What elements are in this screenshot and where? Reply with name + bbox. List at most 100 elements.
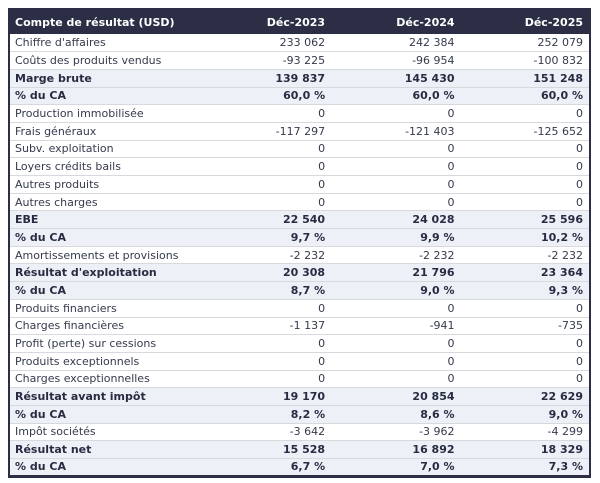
- row-value: -3 962: [331, 423, 461, 442]
- row-value: 24 028: [331, 210, 461, 230]
- table-row: Chiffre d'affaires 233 062 242 384 252 079: [9, 34, 590, 53]
- row-value: 0: [460, 370, 590, 389]
- row-label: % du CA: [9, 87, 202, 106]
- table-row: Amortissements et provisions -2 232 -2 232…: [9, 246, 590, 265]
- table-row: % du CA 6,7 % 7,0 % 7,3 %: [9, 458, 590, 477]
- row-value: 0: [331, 352, 461, 371]
- row-value: 7,3 %: [460, 458, 590, 477]
- row-value: 9,0 %: [331, 281, 461, 300]
- row-value: 21 796: [331, 263, 461, 283]
- row-value: -117 297: [201, 122, 332, 141]
- row-value: 0: [460, 334, 590, 353]
- row-value: -93 225: [201, 51, 332, 70]
- table-row: Impôt sociétés -3 642 -3 962 -4 299: [9, 423, 590, 442]
- row-value: 22 540: [201, 210, 332, 230]
- table-row: Profit (perte) sur cessions 0 0 0: [9, 334, 590, 353]
- table-row: Marge brute 139 837 145 430 151 248: [9, 69, 590, 88]
- column-header-dec-2024: Déc-2024: [331, 9, 461, 34]
- row-value: 9,0 %: [460, 405, 590, 424]
- row-value: -2 232: [331, 246, 461, 265]
- row-value: 23 364: [460, 263, 590, 283]
- table-row: Résultat avant impôt 19 170 20 854 22 629: [9, 387, 590, 406]
- row-value: 60,0 %: [460, 87, 590, 106]
- row-label: Autres produits: [9, 175, 202, 194]
- row-value: -941: [331, 317, 461, 336]
- row-value: 0: [201, 299, 332, 318]
- row-value: 242 384: [331, 34, 461, 53]
- table-row: Production immobilisée 0 0 0: [9, 104, 590, 123]
- row-value: 0: [460, 104, 590, 123]
- row-value: 19 170: [201, 387, 332, 406]
- row-label: Charges exceptionnelles: [9, 370, 202, 389]
- row-label: Impôt sociétés: [9, 423, 202, 442]
- table-header: Compte de résultat (USD) Déc-2023 Déc-20…: [9, 9, 590, 34]
- row-value: 0: [201, 140, 332, 159]
- row-value: 0: [201, 352, 332, 371]
- row-value: 25 596: [460, 210, 590, 230]
- table-row: Autres produits 0 0 0: [9, 175, 590, 194]
- row-value: -125 652: [460, 122, 590, 141]
- row-value: 10,2 %: [460, 228, 590, 247]
- row-value: 9,7 %: [201, 228, 332, 247]
- row-label: Loyers crédits bails: [9, 157, 202, 176]
- row-value: -3 642: [201, 423, 332, 442]
- row-value: 0: [201, 175, 332, 194]
- row-label: Coûts des produits vendus: [9, 51, 202, 70]
- table-row: Produits financiers 0 0 0: [9, 299, 590, 318]
- row-value: 0: [201, 334, 332, 353]
- row-label: Frais généraux: [9, 122, 202, 141]
- row-label: Produits financiers: [9, 299, 202, 318]
- row-label: Profit (perte) sur cessions: [9, 334, 202, 353]
- row-value: 0: [460, 157, 590, 176]
- row-value: 0: [201, 370, 332, 389]
- row-value: 0: [331, 299, 461, 318]
- table-row: Produits exceptionnels 0 0 0: [9, 352, 590, 371]
- row-value: 0: [460, 193, 590, 212]
- row-value: -100 832: [460, 51, 590, 70]
- row-label: Résultat avant impôt: [9, 387, 202, 406]
- row-value: 0: [460, 352, 590, 371]
- row-label: Autres charges: [9, 193, 202, 212]
- table-row: Charges financières -1 137 -941 -735: [9, 317, 590, 336]
- row-value: -2 232: [460, 246, 590, 265]
- row-value: 0: [331, 193, 461, 212]
- row-value: 9,9 %: [331, 228, 461, 247]
- row-value: 0: [331, 175, 461, 194]
- row-value: 0: [201, 104, 332, 123]
- row-value: 20 308: [201, 263, 332, 283]
- row-value: 0: [331, 334, 461, 353]
- row-value: 145 430: [331, 69, 461, 88]
- row-value: -735: [460, 317, 590, 336]
- table-row: % du CA 8,7 % 9,0 % 9,3 %: [9, 281, 590, 300]
- header-row: Compte de résultat (USD) Déc-2023 Déc-20…: [9, 9, 590, 34]
- row-value: 0: [331, 157, 461, 176]
- row-label: Subv. exploitation: [9, 140, 202, 159]
- row-label: % du CA: [9, 228, 202, 247]
- row-label: Résultat net: [9, 440, 202, 459]
- table-title: Compte de résultat (USD): [9, 9, 202, 34]
- table-body: Chiffre d'affaires 233 062 242 384 252 079 C…: [9, 34, 590, 477]
- table-row: Frais généraux -117 297 -121 403 -125 652: [9, 122, 590, 141]
- row-value: 0: [460, 299, 590, 318]
- table-row: Autres charges 0 0 0: [9, 193, 590, 212]
- income-statement-table: Compte de résultat (USD) Déc-2023 Déc-20…: [8, 8, 591, 478]
- row-value: -121 403: [331, 122, 461, 141]
- row-label: % du CA: [9, 405, 202, 424]
- row-value: 0: [331, 370, 461, 389]
- row-value: 0: [331, 104, 461, 123]
- row-value: 60,0 %: [331, 87, 461, 106]
- column-header-dec-2023: Déc-2023: [201, 9, 332, 34]
- table-row: Charges exceptionnelles 0 0 0: [9, 370, 590, 389]
- row-label: Production immobilisée: [9, 104, 202, 123]
- table-row: Résultat net 15 528 16 892 18 329: [9, 440, 590, 459]
- row-label: Marge brute: [9, 69, 202, 88]
- row-value: 8,6 %: [331, 405, 461, 424]
- row-value: 18 329: [460, 440, 590, 459]
- row-label: Résultat d'exploitation: [9, 263, 202, 283]
- row-label: EBE: [9, 210, 202, 230]
- row-value: -4 299: [460, 423, 590, 442]
- row-value: 233 062: [201, 34, 332, 53]
- row-value: 0: [201, 157, 332, 176]
- row-value: 252 079: [460, 34, 590, 53]
- row-value: 0: [201, 193, 332, 212]
